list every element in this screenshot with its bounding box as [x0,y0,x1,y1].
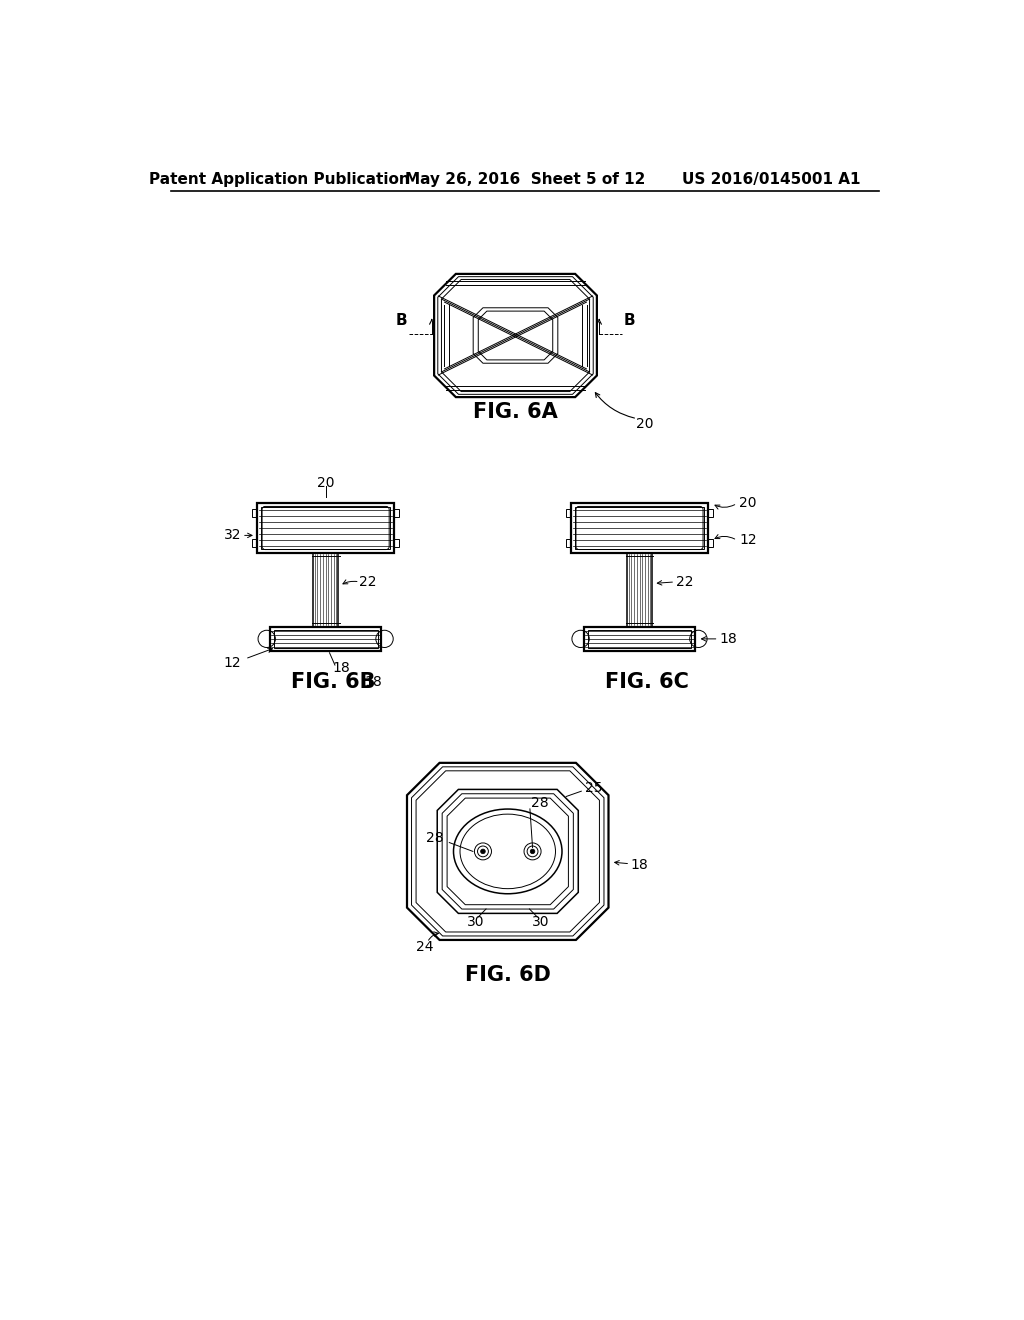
Text: 18: 18 [719,632,736,645]
Text: 12: 12 [224,656,242,669]
Text: B: B [395,313,408,329]
Bar [252,510,257,517]
Text: 12: 12 [739,533,757,548]
Bar [394,539,399,546]
Text: B: B [624,313,635,329]
Text: 30: 30 [531,915,549,929]
Text: FIG. 6B: FIG. 6B [291,672,376,692]
Text: 30: 30 [467,915,484,929]
Text: 32: 32 [224,528,242,543]
Text: 28: 28 [426,832,444,845]
Circle shape [480,849,485,854]
Text: 28: 28 [531,796,549,809]
Bar [257,503,394,553]
Bar [708,539,713,546]
Text: FIG. 6D: FIG. 6D [465,965,551,985]
Bar [708,510,713,517]
Text: 22: 22 [358,576,376,589]
Text: 18: 18 [631,858,648,871]
Bar [575,507,703,549]
Bar [566,539,571,546]
Text: May 26, 2016  Sheet 5 of 12: May 26, 2016 Sheet 5 of 12 [404,172,645,186]
Bar [588,630,691,648]
Bar [584,627,695,651]
Bar [252,539,257,546]
Bar [571,503,708,553]
Text: Patent Application Publication: Patent Application Publication [148,172,410,186]
Text: 24: 24 [417,940,434,954]
Text: US 2016/0145001 A1: US 2016/0145001 A1 [682,172,860,186]
Text: 18: 18 [365,675,383,689]
Bar [313,553,338,627]
Text: 20: 20 [739,496,757,511]
Text: FIG. 6A: FIG. 6A [473,403,558,422]
Text: FIG. 6C: FIG. 6C [605,672,689,692]
Text: 25: 25 [585,780,602,795]
Text: 22: 22 [676,576,693,589]
Text: 20: 20 [636,417,653,432]
Bar [270,627,381,651]
Bar [394,510,399,517]
Bar [627,553,652,627]
Bar [273,630,378,648]
Circle shape [530,849,535,854]
Bar [261,507,390,549]
Text: 20: 20 [316,475,335,490]
Text: 18: 18 [332,661,350,675]
Bar [566,510,571,517]
